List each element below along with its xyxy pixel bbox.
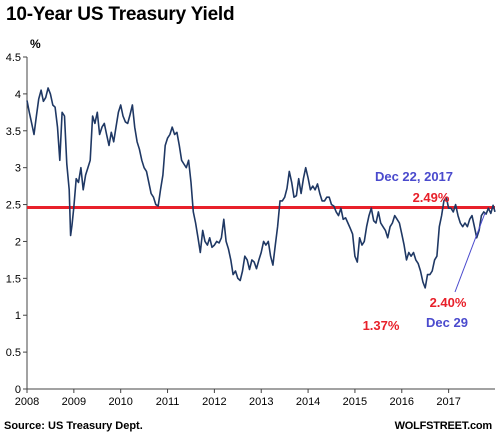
- annotation-peak-value: 2.49%: [413, 190, 450, 205]
- annotation-end-date: Dec 29: [426, 315, 468, 330]
- brand-watermark: WOLFSTREET.com: [394, 420, 493, 432]
- y-tick-label: 2: [15, 236, 21, 248]
- y-tick-label: 3: [15, 163, 21, 175]
- chart-title: 10-Year US Treasury Yield: [6, 4, 235, 25]
- x-tick-label: 2013: [249, 396, 273, 408]
- annotations-group: Dec 22, 2017 2.49% 2.40% Dec 29 1.37%: [363, 169, 486, 333]
- annotation-end-value: 2.40%: [430, 295, 467, 310]
- series-group: [26, 87, 496, 289]
- annotation-peak-date: Dec 22, 2017: [375, 169, 453, 184]
- x-tick-label: 2017: [436, 396, 460, 408]
- y-tick-label: 0.5: [6, 347, 21, 359]
- y-axis: 0 0.5 1 1.5 2 2.5 3 3.5 4 4.5: [6, 52, 28, 396]
- x-tick-label: 2008: [15, 396, 39, 408]
- x-tick-label: 2010: [108, 396, 132, 408]
- y-tick-label: 2.5: [6, 200, 21, 212]
- y-tick-label: 3.5: [6, 126, 21, 138]
- x-tick-label: 2016: [390, 396, 414, 408]
- series-line: [26, 87, 496, 289]
- source-note: Source: US Treasury Dept.: [4, 420, 143, 432]
- annotation-low-value: 1.37%: [363, 318, 400, 333]
- x-tick-label: 2012: [202, 396, 226, 408]
- y-tick-label: 4.5: [6, 52, 21, 64]
- y-tick-label: 0: [15, 384, 21, 396]
- y-tick-label: 1: [15, 310, 21, 322]
- x-tick-label: 2014: [296, 396, 320, 408]
- y-axis-unit-label: %: [30, 37, 41, 51]
- y-tick-label: 4: [15, 89, 21, 101]
- y-tick-label: 1.5: [6, 273, 21, 285]
- x-tick-label: 2009: [62, 396, 86, 408]
- x-tick-label: 2015: [343, 396, 367, 408]
- x-tick-label: 2011: [156, 396, 180, 408]
- annotation-pointer-line: [454, 212, 486, 293]
- x-axis: 2008 2009 2010 2011 2012 2013 2014 2015 2016 2017: [15, 388, 495, 408]
